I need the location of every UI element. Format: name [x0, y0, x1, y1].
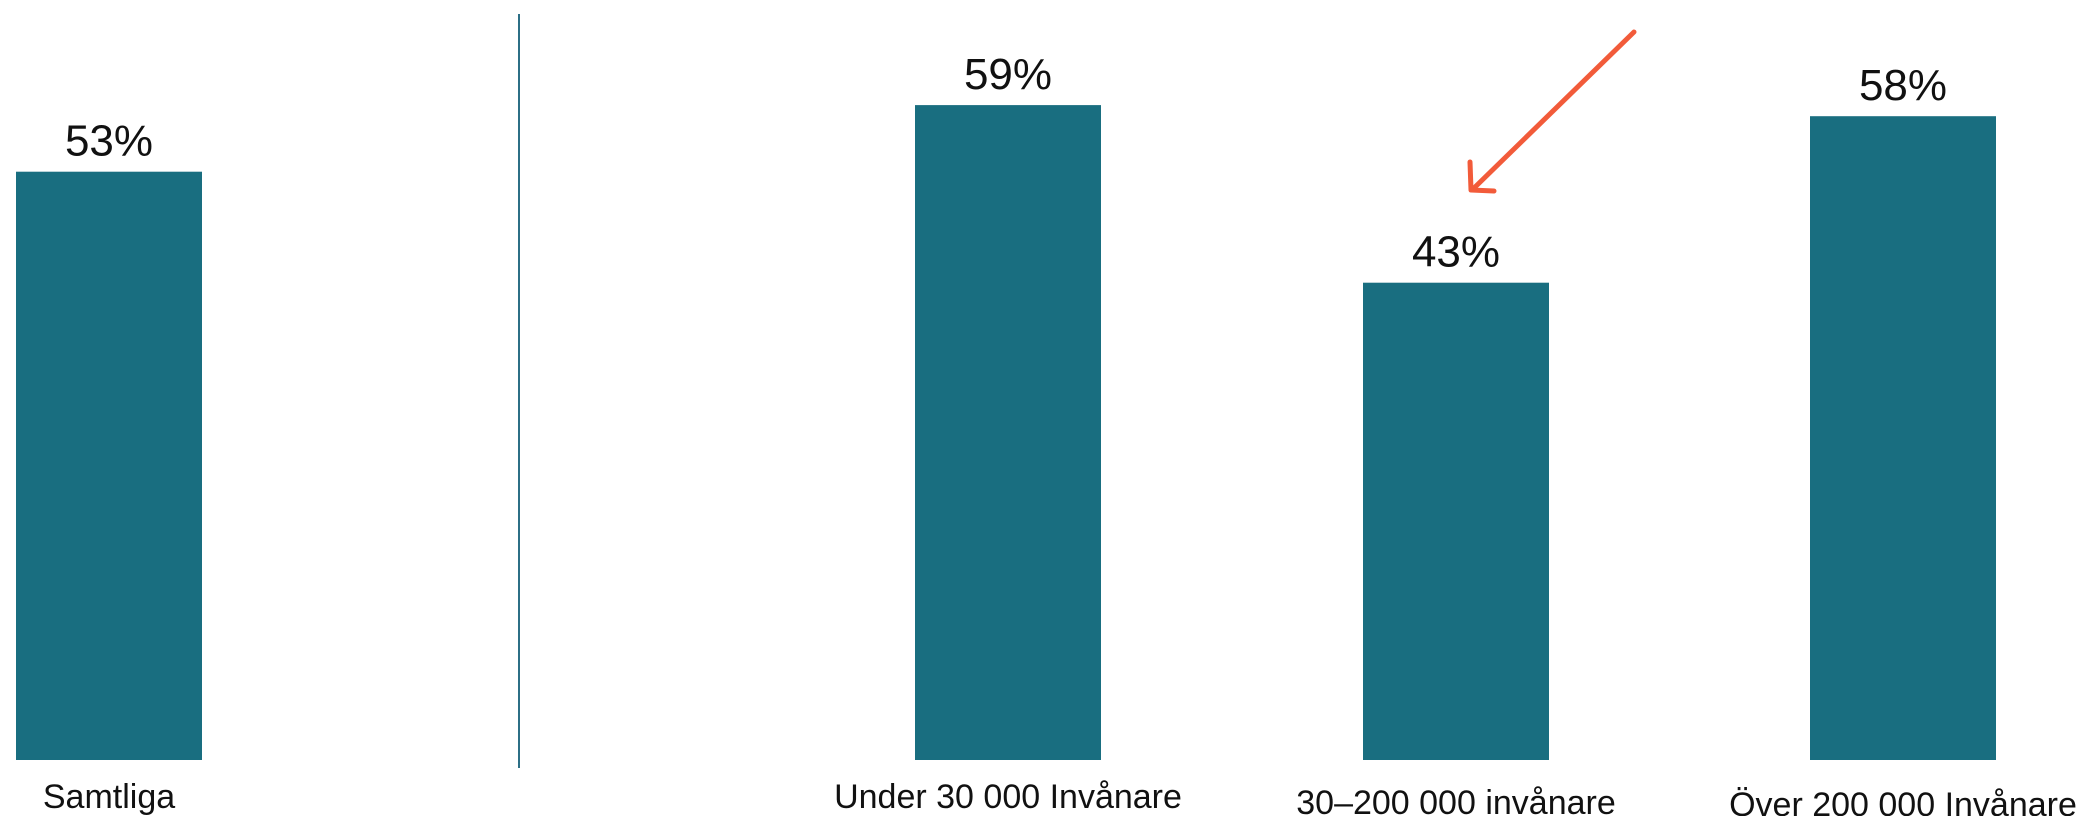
value-label-1: 59%: [964, 50, 1052, 99]
arrow-head: [1467, 159, 1497, 194]
bar-0: [16, 171, 202, 760]
value-label-3: 58%: [1859, 61, 1947, 110]
category-label-0: Samtliga: [43, 778, 175, 816]
value-label-2: 43%: [1412, 228, 1500, 277]
category-label-2: 30–200 000 invånare: [1296, 784, 1616, 816]
bar-3: [1810, 116, 1996, 760]
arrow-shaft: [1469, 29, 1637, 193]
value-labels-group: 53% 59% 43% 58%: [65, 50, 1947, 277]
highlight-arrow: [1467, 29, 1637, 194]
category-label-1: Under 30 000 Invånare: [834, 778, 1182, 816]
bars-group: [16, 105, 1996, 761]
category-label-3: Över 200 000 Invånare: [1729, 786, 2077, 816]
category-labels-group: Samtliga Under 30 000 Invånare 30–200 000 …: [43, 778, 2077, 816]
value-label-0: 53%: [65, 117, 153, 166]
bar-1: [915, 105, 1101, 761]
bar-2: [1363, 282, 1549, 760]
